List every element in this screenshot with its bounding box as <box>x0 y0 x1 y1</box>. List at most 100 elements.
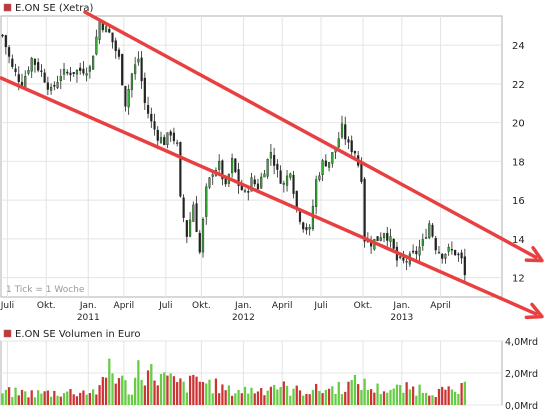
lower-channel-arrowhead <box>524 302 544 320</box>
candle-up <box>266 159 269 177</box>
volume-bar <box>460 383 463 405</box>
trend-channels <box>0 10 544 320</box>
volume-bar <box>437 388 441 405</box>
candle-down <box>140 57 143 82</box>
price-candles <box>1 19 466 282</box>
price-grid <box>1 16 502 297</box>
lower-channel-line <box>0 76 538 316</box>
x-tick-label: Okt. <box>37 301 56 311</box>
candle-down <box>302 222 305 230</box>
volume-bar <box>114 383 117 405</box>
candle-down <box>150 113 153 122</box>
candle-down <box>14 68 17 73</box>
volume-bar <box>79 392 82 405</box>
candle-up <box>50 86 53 91</box>
candle-down <box>72 72 75 75</box>
volume-bar <box>292 388 295 405</box>
x-year-label: 2013 <box>390 313 413 323</box>
candle-down <box>69 72 72 76</box>
candle-up <box>263 173 266 178</box>
candle-down <box>143 77 146 103</box>
candle-up <box>208 177 211 188</box>
volume-bar <box>418 384 421 405</box>
candle-down <box>182 197 185 218</box>
volume-bar <box>454 391 457 405</box>
volume-bar <box>376 383 379 405</box>
candle-down <box>454 250 457 256</box>
volume-bar <box>62 393 66 405</box>
volume-bar <box>56 395 59 405</box>
candle-up <box>192 204 195 222</box>
volume-bar <box>395 384 399 405</box>
volume-bar <box>415 395 418 405</box>
volume-bar <box>282 381 285 405</box>
volume-bar <box>327 388 331 405</box>
candle-down <box>360 162 363 182</box>
volume-bar <box>379 394 382 405</box>
volume-bars <box>1 358 466 405</box>
volume-bar <box>353 374 357 405</box>
candle-up <box>243 190 247 192</box>
volume-bar <box>156 385 159 405</box>
candle-up <box>166 132 169 145</box>
candle-down <box>376 236 379 242</box>
candle-up <box>30 57 33 72</box>
candle-up <box>389 236 392 242</box>
volume-bar <box>33 397 37 405</box>
volume-bar <box>444 389 447 405</box>
volume-bar <box>230 395 234 405</box>
volume-bar <box>350 379 353 405</box>
candle-down <box>347 139 350 143</box>
volume-bar <box>295 385 298 405</box>
volume-bar <box>421 392 424 405</box>
volume-bar <box>463 381 466 405</box>
volume-bar <box>179 378 182 405</box>
candle-down <box>117 49 121 57</box>
candle-down <box>33 58 37 65</box>
volume-bar <box>276 389 279 405</box>
volume-bar <box>117 378 121 405</box>
candle-up <box>260 176 263 189</box>
volume-bar <box>153 380 156 405</box>
x-tick-label: Jan. <box>234 301 252 311</box>
candle-up <box>250 177 253 192</box>
candle-up <box>92 55 95 70</box>
volume-bar <box>260 388 263 405</box>
volume-bar <box>146 370 150 405</box>
candle-up <box>59 76 62 81</box>
candle-down <box>124 85 127 107</box>
price-panel: E.ON SE (Xetra) 12 14 16 18 20 22 24 1 Tick = … <box>0 3 544 323</box>
candle-up <box>418 246 421 256</box>
candle-down <box>172 132 176 142</box>
volume-bar <box>308 394 311 405</box>
volume-bar <box>98 385 101 405</box>
volume-bar <box>176 382 179 405</box>
volume-bar <box>201 381 205 405</box>
volume-bar <box>121 375 124 405</box>
candle-up <box>405 261 408 263</box>
candle-up <box>75 69 79 75</box>
candle-up <box>321 160 324 175</box>
volume-bar <box>340 394 344 405</box>
volume-bar <box>17 395 20 405</box>
candle-down <box>441 253 444 259</box>
volume-bar <box>256 391 260 405</box>
volume-bar <box>434 397 437 405</box>
candle-down <box>79 67 82 71</box>
candle-up <box>130 73 133 90</box>
volume-bar <box>357 384 360 405</box>
candle-down <box>153 121 156 130</box>
volume-y-tick-label: 2,0Mrd <box>505 369 538 380</box>
x-year-labels: 2011 2012 2013 <box>77 313 413 323</box>
volume-bar <box>192 374 195 405</box>
volume-bar <box>305 393 308 405</box>
volume-bar <box>82 390 85 405</box>
volume-bar <box>399 385 402 405</box>
volume-bar <box>140 379 143 405</box>
candle-up <box>447 246 450 252</box>
volume-bar <box>134 377 137 405</box>
volume-bar <box>208 379 211 405</box>
candle-up <box>127 89 130 108</box>
volume-bar <box>59 396 62 405</box>
candle-up <box>379 237 382 241</box>
